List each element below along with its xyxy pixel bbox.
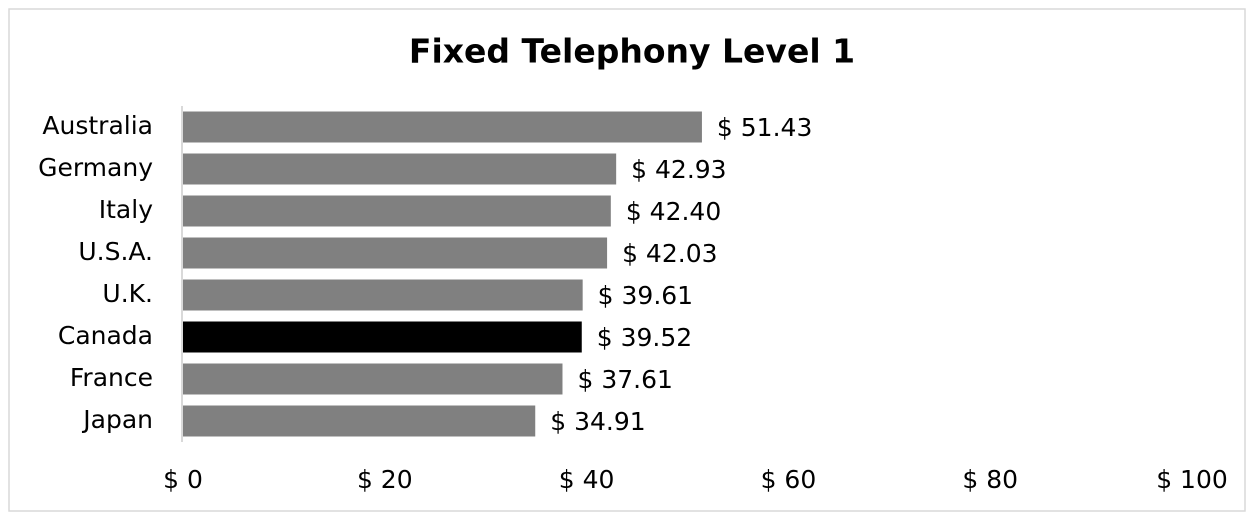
y-tick-label: Italy <box>99 195 153 224</box>
data-label: $ 34.91 <box>550 407 645 436</box>
data-label: $ 42.03 <box>622 239 717 268</box>
bar <box>183 153 617 185</box>
data-label: $ 37.61 <box>577 365 672 394</box>
bar <box>183 321 582 353</box>
y-tick-label: Germany <box>38 153 153 182</box>
y-tick-label: U.K. <box>102 279 153 308</box>
data-label: $ 39.61 <box>598 281 693 310</box>
x-tick-label: $ 80 <box>962 465 1018 494</box>
y-tick-label: Japan <box>81 405 153 434</box>
x-tick-label: $ 100 <box>1156 465 1228 494</box>
y-tick-label: France <box>70 363 153 392</box>
data-label: $ 51.43 <box>717 113 812 142</box>
bar <box>183 111 702 143</box>
bar <box>183 237 608 269</box>
y-tick-label: U.S.A. <box>78 237 153 266</box>
chart-title: Fixed Telephony Level 1 <box>409 32 855 71</box>
bar <box>183 279 583 311</box>
bar <box>183 195 611 227</box>
x-tick-label: $ 40 <box>559 465 615 494</box>
y-tick-label: Australia <box>42 111 153 140</box>
data-label: $ 39.52 <box>597 323 692 352</box>
data-label: $ 42.93 <box>631 155 726 184</box>
x-tick-label: $ 0 <box>163 465 203 494</box>
bar <box>183 363 563 395</box>
y-tick-label: Canada <box>58 321 153 350</box>
data-label: $ 42.40 <box>626 197 721 226</box>
bar <box>183 405 536 437</box>
x-tick-label: $ 20 <box>357 465 413 494</box>
x-tick-label: $ 60 <box>761 465 817 494</box>
